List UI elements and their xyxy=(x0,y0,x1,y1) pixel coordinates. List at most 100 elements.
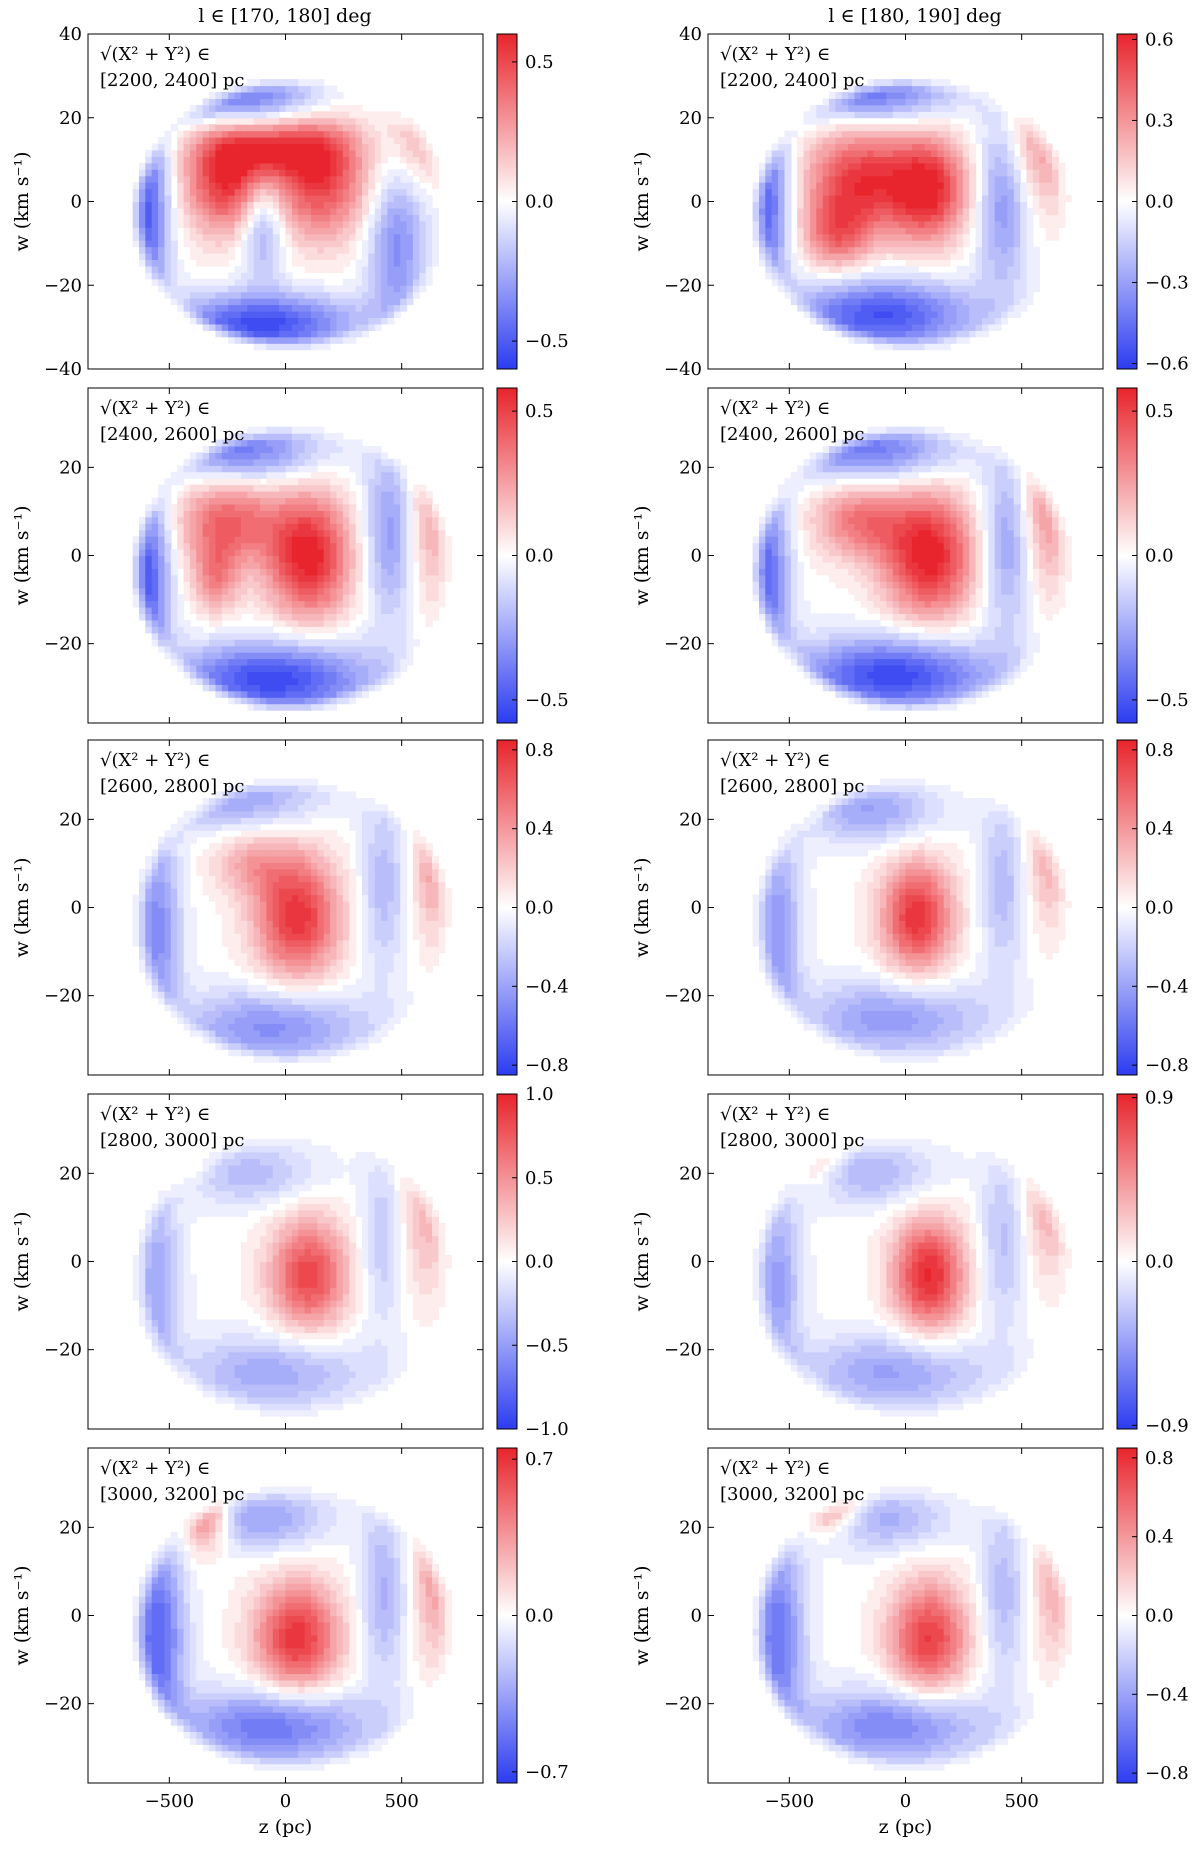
heatmap-cell xyxy=(342,658,350,666)
heatmap-cell xyxy=(158,195,166,203)
heatmap-cell xyxy=(1007,182,1015,190)
heatmap-cell xyxy=(962,298,970,306)
heatmap-cell xyxy=(247,626,255,634)
heatmap-cell xyxy=(387,568,395,576)
heatmap-cell xyxy=(317,156,325,164)
heatmap-cell xyxy=(279,594,287,602)
heatmap-cell xyxy=(969,201,977,209)
heatmap-cell xyxy=(994,220,1002,228)
heatmap-cell xyxy=(943,188,951,196)
heatmap-cell xyxy=(393,465,401,473)
heatmap-cell xyxy=(164,150,172,157)
heatmap-cell xyxy=(279,516,287,524)
heatmap-cell xyxy=(982,188,989,196)
heatmap-cell xyxy=(943,85,951,93)
heatmap-cell xyxy=(330,446,338,453)
heatmap-cell xyxy=(994,323,1002,331)
heatmap-cell xyxy=(342,697,350,705)
heatmap-cell xyxy=(291,613,299,621)
heatmap-cell xyxy=(336,124,344,132)
heatmap-cell xyxy=(962,162,970,170)
heatmap-cell xyxy=(374,523,382,531)
heatmap-cell xyxy=(240,555,248,563)
heatmap-cell xyxy=(279,671,287,679)
heatmap-cell xyxy=(937,117,945,125)
heatmap-cell xyxy=(835,317,843,325)
heatmap-cell xyxy=(975,124,983,132)
heatmap-cell xyxy=(336,684,344,692)
heatmap-cell xyxy=(279,446,287,453)
heatmap-cell xyxy=(221,690,229,698)
heatmap-cell xyxy=(342,555,350,563)
heatmap-cell xyxy=(291,253,299,260)
heatmap-cell xyxy=(202,574,210,582)
heatmap-cell xyxy=(362,246,369,254)
heatmap-cell xyxy=(982,111,989,119)
heatmap-cell xyxy=(183,137,191,145)
heatmap-cell xyxy=(1032,156,1040,164)
heatmap-cell xyxy=(381,246,389,254)
heatmap-cell xyxy=(342,516,350,524)
heatmap-cell xyxy=(183,555,191,563)
heatmap-cell xyxy=(924,195,932,203)
heatmap-cell xyxy=(432,504,439,511)
heatmap-cell xyxy=(177,195,185,203)
heatmap-cell xyxy=(393,169,401,177)
heatmap-cell xyxy=(393,516,401,524)
heatmap-cell xyxy=(311,343,318,351)
heatmap-cell xyxy=(234,658,242,666)
heatmap-cell xyxy=(969,285,977,293)
heatmap-cell xyxy=(311,330,318,338)
heatmap-cell xyxy=(880,169,887,177)
heatmap-cell xyxy=(279,645,287,653)
heatmap-cell xyxy=(892,240,900,248)
heatmap-cell xyxy=(336,130,344,138)
heatmap-cell xyxy=(355,568,363,576)
heatmap-cell xyxy=(759,594,766,602)
heatmap-cell xyxy=(809,207,817,215)
heatmap-cell xyxy=(221,143,229,151)
heatmap-cell xyxy=(886,278,894,286)
heatmap-cell xyxy=(234,150,242,157)
heatmap-cell xyxy=(291,600,299,608)
heatmap-cell xyxy=(285,446,293,453)
heatmap-cell xyxy=(765,561,773,569)
heatmap-cell xyxy=(291,458,299,466)
heatmap-cell xyxy=(202,207,210,215)
heatmap-cell xyxy=(387,632,395,640)
heatmap-cell xyxy=(342,613,350,621)
heatmap-cell xyxy=(803,233,811,241)
heatmap-cell xyxy=(285,523,293,531)
heatmap-cell xyxy=(170,594,178,602)
heatmap-cell xyxy=(355,478,363,486)
heatmap-cell xyxy=(368,278,376,286)
heatmap-cell xyxy=(253,111,261,119)
heatmap-cell xyxy=(368,497,376,505)
heatmap-cell xyxy=(943,227,951,235)
heatmap-cell xyxy=(873,214,881,222)
heatmap-cell xyxy=(988,298,996,306)
heatmap-cell xyxy=(880,298,887,306)
heatmap-cell xyxy=(867,182,875,190)
heatmap-cell xyxy=(841,240,849,248)
heatmap-cell xyxy=(330,523,338,531)
heatmap-cell xyxy=(279,98,287,106)
heatmap-cell xyxy=(323,285,331,293)
heatmap-cell xyxy=(790,478,798,486)
heatmap-cell xyxy=(253,156,261,164)
heatmap-cell xyxy=(1026,285,1034,293)
heatmap-cell xyxy=(931,182,938,190)
heatmap-cell xyxy=(387,150,395,157)
heatmap-cell xyxy=(330,491,338,499)
heatmap-cell xyxy=(317,169,325,177)
heatmap-cell xyxy=(221,478,229,486)
heatmap-cell xyxy=(841,143,849,151)
heatmap-cell xyxy=(355,561,363,569)
y-tick-label: 0 xyxy=(71,546,82,567)
heatmap-cell xyxy=(950,240,958,248)
heatmap-cell xyxy=(988,117,996,125)
heatmap-cell xyxy=(151,195,159,203)
heatmap-cell xyxy=(790,504,798,511)
heatmap-cell xyxy=(323,536,331,544)
heatmap-cell xyxy=(797,272,805,280)
